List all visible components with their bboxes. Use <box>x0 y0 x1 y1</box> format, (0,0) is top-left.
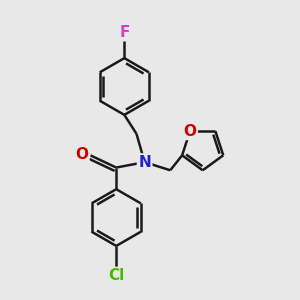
Text: N: N <box>138 155 151 170</box>
Text: O: O <box>184 124 196 139</box>
Text: O: O <box>75 147 88 162</box>
Text: Cl: Cl <box>108 268 124 283</box>
Text: F: F <box>119 25 130 40</box>
